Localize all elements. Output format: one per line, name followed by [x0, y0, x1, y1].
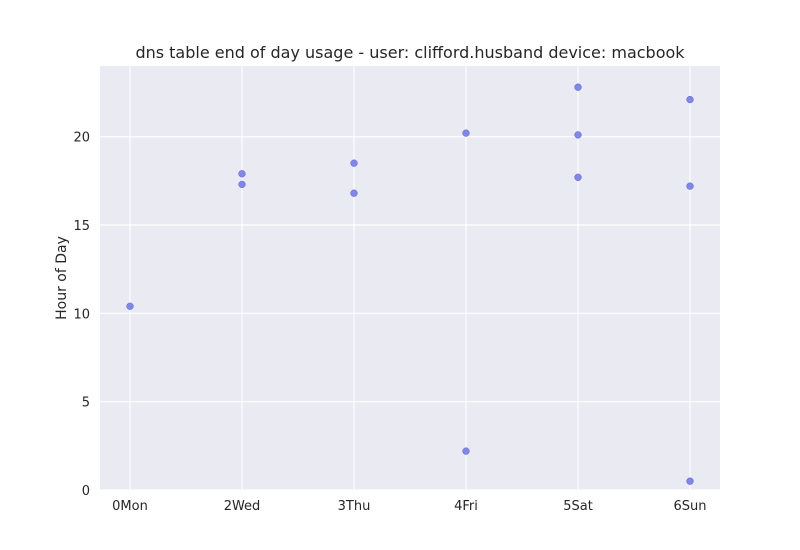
- data-point: [350, 189, 358, 197]
- y-tick-label: 15: [73, 219, 90, 234]
- data-points: [126, 83, 694, 485]
- data-point: [574, 173, 582, 181]
- x-tick-label: 5Sat: [563, 499, 593, 514]
- plot-area: [100, 66, 720, 490]
- grid-lines: [100, 66, 720, 491]
- y-tick-label: 20: [73, 131, 90, 146]
- data-point: [686, 477, 694, 485]
- data-point: [686, 95, 694, 104]
- data-point: [574, 131, 582, 139]
- chart-title: dns table end of day usage - user: cliff…: [135, 43, 685, 62]
- data-point: [574, 83, 582, 91]
- y-axis-ticks: 0 5 10 15 20: [73, 131, 90, 499]
- y-tick-label: 5: [82, 396, 90, 411]
- data-point: [126, 302, 134, 310]
- x-axis-ticks: 0Mon 2Wed 3Thu 4Fri 5Sat 6Sun: [112, 499, 706, 514]
- data-point: [686, 182, 694, 190]
- x-tick-label: 2Wed: [224, 499, 261, 514]
- x-tick-label: 4Fri: [454, 499, 478, 514]
- y-tick-label: 10: [73, 307, 90, 322]
- y-axis-label: Hour of Day: [54, 236, 70, 320]
- data-point: [238, 180, 246, 189]
- x-tick-label: 0Mon: [112, 499, 148, 514]
- y-tick-label: 0: [82, 484, 90, 499]
- data-point: [462, 447, 470, 455]
- data-point: [462, 129, 470, 137]
- x-tick-label: 6Sun: [673, 499, 706, 514]
- x-tick-label: 3Thu: [338, 499, 371, 514]
- data-point: [350, 159, 358, 167]
- data-point: [238, 170, 246, 178]
